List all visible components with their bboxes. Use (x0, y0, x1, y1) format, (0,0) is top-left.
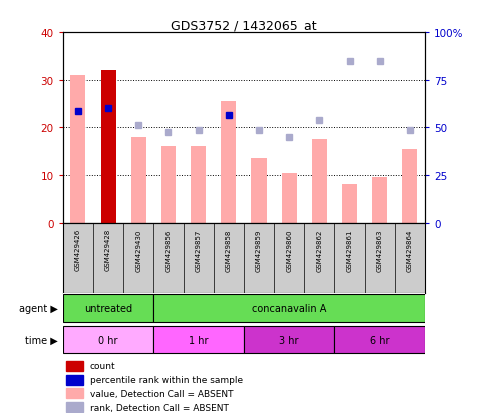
Bar (154, 295, 425, 323)
Bar (67, 389, 83, 399)
Bar (63, 295, 154, 323)
Text: 3 hr: 3 hr (280, 335, 299, 345)
Bar (67, 361, 83, 371)
Text: GSM429863: GSM429863 (377, 229, 383, 271)
Bar (67, 402, 83, 412)
Bar (161, 147, 176, 223)
Bar (334, 326, 425, 354)
Bar (282, 173, 297, 223)
Text: agent ▶: agent ▶ (19, 304, 58, 314)
Bar (252, 159, 267, 223)
Text: 0 hr: 0 hr (99, 335, 118, 345)
Text: concanavalin A: concanavalin A (252, 304, 327, 314)
Bar (100, 71, 115, 223)
Text: GSM429859: GSM429859 (256, 229, 262, 271)
Text: untreated: untreated (84, 304, 132, 314)
Bar (67, 375, 83, 385)
Bar (221, 102, 236, 223)
Text: percentile rank within the sample: percentile rank within the sample (90, 375, 243, 384)
Text: 6 hr: 6 hr (370, 335, 389, 345)
Text: GSM429858: GSM429858 (226, 229, 232, 271)
Bar (100, 71, 115, 223)
Text: GSM429428: GSM429428 (105, 229, 111, 271)
Text: GSM429426: GSM429426 (75, 229, 81, 271)
Text: GSM429857: GSM429857 (196, 229, 201, 271)
Bar (154, 326, 244, 354)
Text: 1 hr: 1 hr (189, 335, 208, 345)
Bar (244, 326, 334, 354)
Bar (131, 138, 146, 223)
Text: rank, Detection Call = ABSENT: rank, Detection Call = ABSENT (90, 403, 229, 412)
Text: count: count (90, 361, 115, 370)
Title: GDS3752 / 1432065_at: GDS3752 / 1432065_at (171, 19, 317, 32)
Text: value, Detection Call = ABSENT: value, Detection Call = ABSENT (90, 389, 233, 398)
Text: GSM429861: GSM429861 (347, 229, 353, 271)
Text: GSM429856: GSM429856 (166, 229, 171, 271)
Text: GSM429864: GSM429864 (407, 229, 413, 271)
Text: GSM429430: GSM429430 (135, 229, 141, 271)
Bar (402, 150, 417, 223)
Bar (71, 76, 85, 223)
Text: GSM429862: GSM429862 (316, 229, 322, 271)
Bar (372, 178, 387, 223)
Bar (63, 326, 154, 354)
Bar (191, 147, 206, 223)
Text: GSM429860: GSM429860 (286, 229, 292, 271)
Bar (312, 140, 327, 223)
Text: time ▶: time ▶ (25, 335, 58, 345)
Bar (342, 185, 357, 223)
